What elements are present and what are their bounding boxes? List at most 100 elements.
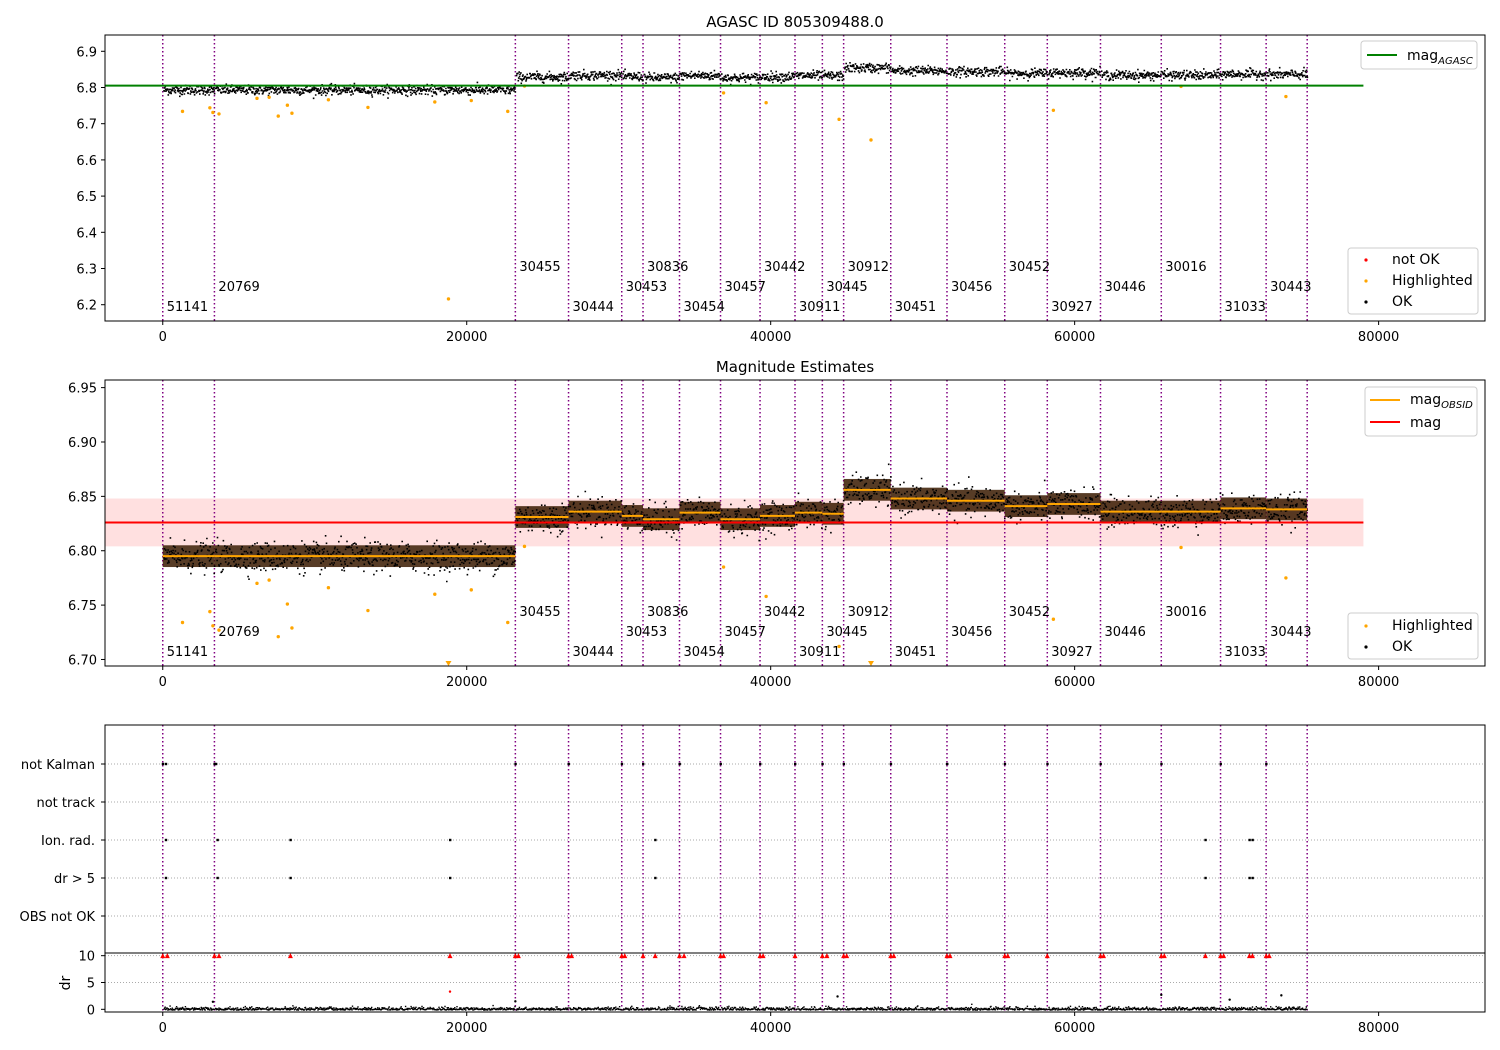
y-tick-label: 6.2 xyxy=(76,299,97,314)
obsid-label: 30455 xyxy=(519,260,560,275)
x-tick-label: 0 xyxy=(159,330,167,345)
flag-label: not Kalman xyxy=(21,758,95,773)
y-tick-label: 6.80 xyxy=(68,545,97,560)
dr-offscale-marker xyxy=(160,953,166,959)
flag-label: dr > 5 xyxy=(54,872,95,887)
highlighted-point xyxy=(290,111,294,115)
legend-highlighted-marker-icon xyxy=(1364,279,1368,283)
dr-offscale-marker xyxy=(947,953,953,959)
legend-mag-agasc-label: magAGASC xyxy=(1407,48,1473,67)
flag-point xyxy=(1003,762,1007,766)
dr-offscale-marker xyxy=(844,953,850,959)
dr-offscale-marker xyxy=(164,953,170,959)
obsid-label: 30455 xyxy=(519,605,560,620)
highlighted-point xyxy=(433,100,437,104)
highlighted-point xyxy=(211,624,215,628)
x-tick-label: 80000 xyxy=(1358,675,1399,690)
magnitude-panel-title: Magnitude Estimates xyxy=(716,358,874,376)
obsid-label: 30836 xyxy=(647,260,688,275)
dr-offscale-marker xyxy=(676,953,682,959)
legend-highlighted-label: Highlighted xyxy=(1392,618,1473,634)
highlighted-point xyxy=(267,95,271,99)
obsid-label: 30452 xyxy=(1009,260,1050,275)
dr-offscale-marker xyxy=(760,953,766,959)
dr-offscale-marker xyxy=(1005,953,1011,959)
highlighted-point xyxy=(285,103,290,107)
y-tick-label: 6.90 xyxy=(68,436,97,451)
magnitude-plot-area xyxy=(105,380,1364,666)
flag-point xyxy=(1265,762,1268,766)
highlighted-point xyxy=(276,634,280,639)
flag-point xyxy=(1251,838,1254,842)
x-tick-label: 20000 xyxy=(446,1021,487,1036)
flag-point xyxy=(1248,876,1251,880)
obsid-label: 31033 xyxy=(1225,300,1266,315)
magnitude-axes-frame xyxy=(104,379,1486,667)
flag-point xyxy=(164,838,168,842)
dr-offscale-marker xyxy=(1266,953,1272,959)
ok-points-series xyxy=(163,62,1309,100)
magnitude-legend-top: magOBSID mag xyxy=(1364,386,1478,437)
agasc-y-ticks: 6.2 6.3 6.4 6.5 6.6 6.7 6.8 6.9 xyxy=(76,45,105,314)
obsid-label: 30912 xyxy=(848,260,889,275)
obsid-label: 30451 xyxy=(895,300,936,315)
flag-point xyxy=(654,838,657,842)
obsid-label: 30452 xyxy=(1009,605,1050,620)
highlighted-point xyxy=(469,588,473,592)
y-tick-label: 6.70 xyxy=(68,653,97,668)
flag-point xyxy=(214,762,218,766)
obsid-label: 30454 xyxy=(683,645,724,660)
flag-point xyxy=(1160,762,1163,766)
obsid-label: 30453 xyxy=(626,625,667,640)
obsid-label: 30453 xyxy=(626,280,667,295)
obsid-label: 30442 xyxy=(764,260,805,275)
highlighted-point xyxy=(1284,576,1288,580)
flags-plot-area xyxy=(105,725,1485,953)
magnitude-panel: Magnitude Estimates 51141 20769 30455 30444… xyxy=(68,358,1486,690)
flag-point xyxy=(1099,762,1102,766)
highlighted-point xyxy=(366,105,370,110)
dr-tick-label: 0 xyxy=(87,1003,95,1018)
legend-mag-label: mag xyxy=(1410,415,1441,431)
highlighted-point xyxy=(522,544,527,549)
flag-point xyxy=(759,762,762,766)
obsid-label: 30456 xyxy=(951,280,992,295)
obsid-label: 30443 xyxy=(1270,625,1311,640)
dr-offscale-marker xyxy=(211,953,217,959)
dr-offscale-marker xyxy=(515,953,521,959)
dr-points-series xyxy=(163,1003,1308,1011)
flag-point xyxy=(216,876,219,880)
dr-offscale-marker xyxy=(1221,953,1227,959)
highlighted-point xyxy=(180,620,185,625)
obsid-label: 30911 xyxy=(799,645,840,660)
x-tick-label: 20000 xyxy=(446,675,487,690)
highlighted-point xyxy=(721,565,726,569)
highlighted-point xyxy=(1284,94,1288,99)
y-tick-label: 6.3 xyxy=(76,263,97,278)
flag-point xyxy=(449,838,452,842)
legend-ok-label: OK xyxy=(1392,294,1413,310)
flag-point xyxy=(794,762,797,766)
highlighted-point xyxy=(208,106,212,110)
dr-axis-label: dr xyxy=(58,975,74,990)
magnitude-x-ticks: 0 20000 40000 60000 80000 xyxy=(159,666,1399,690)
highlighted-point xyxy=(326,586,331,590)
x-tick-label: 60000 xyxy=(1054,675,1095,690)
highlighted-point xyxy=(217,628,221,632)
dr-offscale-marker xyxy=(1249,953,1255,959)
flag-point xyxy=(889,762,893,766)
flag-point xyxy=(1219,762,1222,766)
x-tick-label: 0 xyxy=(159,1021,167,1036)
obsid-label: 30442 xyxy=(764,605,805,620)
flag-label: not track xyxy=(36,796,95,811)
flag-label: OBS not OK xyxy=(20,910,96,925)
highlighted-point xyxy=(208,609,212,614)
flag-point xyxy=(842,762,846,766)
magnitude-y-ticks: 6.70 6.75 6.80 6.85 6.90 6.95 xyxy=(68,382,105,668)
dr-offscale-marker xyxy=(287,953,293,959)
highlighted-point xyxy=(267,578,271,582)
dr-extra-point xyxy=(514,1000,517,1003)
x-tick-label: 20000 xyxy=(446,330,487,345)
x-tick-label: 40000 xyxy=(750,330,791,345)
